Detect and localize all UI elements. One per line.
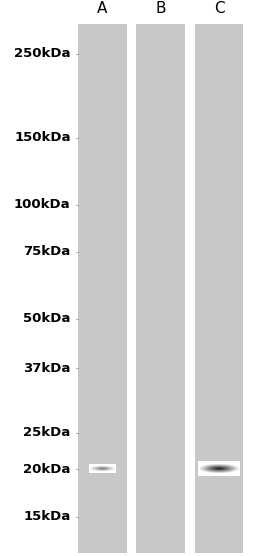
Text: C: C (214, 1, 225, 16)
Text: 100kDa: 100kDa (14, 198, 71, 211)
Text: 75kDa: 75kDa (23, 245, 71, 259)
Text: 37kDa: 37kDa (23, 361, 71, 375)
Text: A: A (97, 1, 108, 16)
Text: 25kDa: 25kDa (23, 426, 71, 439)
Text: B: B (155, 1, 166, 16)
Text: 20kDa: 20kDa (23, 463, 71, 476)
FancyBboxPatch shape (136, 24, 185, 553)
FancyBboxPatch shape (78, 24, 127, 553)
Text: 15kDa: 15kDa (23, 510, 71, 523)
FancyBboxPatch shape (195, 24, 243, 553)
Text: 250kDa: 250kDa (14, 47, 71, 61)
Text: 50kDa: 50kDa (23, 312, 71, 325)
Text: 150kDa: 150kDa (14, 131, 71, 145)
